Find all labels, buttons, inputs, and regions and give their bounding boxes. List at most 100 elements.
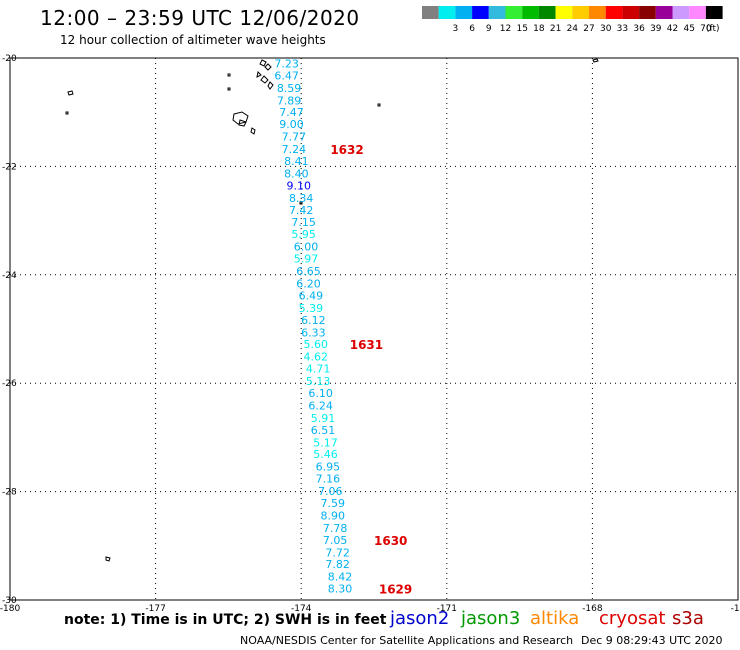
swh-value: 6.51	[311, 424, 336, 437]
x-tick-label: -177	[145, 604, 165, 614]
swh-value: 7.16	[316, 473, 341, 486]
footer-credit: NOAA/NESDIS Center for Satellite Applica…	[240, 634, 574, 647]
swh-value: 7.82	[325, 558, 350, 571]
swh-value: 6.20	[296, 277, 321, 290]
island-outline	[256, 59, 274, 90]
x-tick-label: -180	[0, 604, 20, 614]
legend-swatch	[605, 6, 623, 19]
legend-swatch-label: 3	[453, 24, 459, 34]
legend-swatch	[672, 6, 690, 19]
legend-swatch	[522, 6, 539, 19]
swh-value: 6.47	[274, 69, 299, 82]
swh-value: 7.47	[279, 106, 304, 119]
swh-value: 8.30	[328, 583, 353, 596]
legend-swatch-label: 18	[533, 24, 545, 34]
island-outlines	[65, 58, 599, 562]
x-tick-label: -174	[291, 604, 312, 614]
mission-label: s3a	[672, 608, 704, 629]
swh-value: 5.97	[294, 253, 319, 266]
legend-swatch	[455, 6, 473, 19]
swh-value: 7.24	[282, 143, 307, 156]
legend-swatch-label: 12	[500, 24, 511, 34]
swh-value: 7.23	[274, 57, 299, 70]
swh-value: 8.40	[284, 167, 309, 180]
swh-value: 6.12	[301, 314, 326, 327]
mission-label: jason2	[390, 608, 450, 629]
swh-value: 5.13	[306, 375, 331, 388]
legend-swatch-label: 36	[633, 24, 645, 34]
legend-swatch-label: 45	[683, 24, 694, 34]
legend-swatch	[589, 6, 606, 19]
swh-value: 5.46	[313, 448, 338, 461]
swh-value: 5.17	[313, 436, 338, 449]
swh-value: 7.89	[277, 94, 302, 107]
swh-value: 5.95	[291, 228, 316, 241]
pass-time-label: 1630	[374, 534, 407, 548]
legend-swatch	[622, 6, 640, 19]
swh-value: 8.59	[277, 82, 302, 95]
swh-value: 6.95	[316, 461, 341, 474]
legend-swatch	[505, 6, 523, 19]
swh-value: 6.24	[308, 399, 333, 412]
legend-swatch-label: 21	[550, 24, 561, 34]
island-outline	[105, 556, 111, 562]
legend-swatch-label: 30	[600, 24, 612, 34]
swh-value: 5.60	[304, 338, 329, 351]
footer-note: note: 1) Time is in UTC; 2) SWH is in fe…	[64, 612, 387, 628]
y-tick-label: -20	[2, 54, 17, 64]
swh-value: 7.72	[325, 546, 350, 559]
island-outline	[65, 73, 381, 205]
mission-label: cryosat	[599, 608, 666, 629]
pass-time-label: 1629	[379, 583, 412, 597]
legend-unit: (ft)	[706, 24, 720, 34]
swh-value: 7.59	[320, 497, 345, 510]
legend-swatch-label: 70	[700, 24, 712, 34]
legend-swatch-label: 39	[650, 24, 662, 34]
x-tick-label: -168	[582, 604, 603, 614]
legend-swatch	[572, 6, 589, 19]
plot-frame	[9, 57, 739, 601]
legend-swatch	[472, 6, 489, 19]
swh-value: 7.15	[291, 216, 316, 229]
swh-value: 8.42	[328, 571, 353, 584]
swh-value: 4.71	[306, 363, 331, 376]
mission-label: altika	[530, 608, 580, 629]
swh-value: 9.10	[287, 179, 312, 192]
legend-swatch-label: 42	[667, 24, 678, 34]
swh-value: 7.42	[289, 204, 314, 217]
legend-swatch-label: 33	[617, 24, 628, 34]
legend-swatch-label: 27	[583, 24, 594, 34]
island-outline	[592, 58, 599, 63]
island-outline	[250, 127, 256, 135]
island-outline	[232, 111, 249, 127]
legend-swatch	[689, 6, 706, 19]
mission-label: jason3	[461, 608, 521, 629]
swh-value: 8.34	[289, 192, 314, 205]
pass-time-label: 1631	[350, 338, 383, 352]
legend-swatch-label: 24	[567, 24, 579, 34]
swh-value: 6.10	[308, 387, 333, 400]
x-tick-label: -171	[437, 604, 457, 614]
legend-swatch	[555, 6, 573, 19]
legend-swatch	[488, 6, 506, 19]
swh-value: 6.49	[299, 289, 324, 302]
legend-swatch-label: 15	[516, 24, 527, 34]
legend-swatch	[538, 6, 556, 19]
swh-value: 6.33	[301, 326, 326, 339]
y-tick-label: -26	[2, 379, 17, 389]
axis-ticks: -180 -177 -174 -171 -168 -16 -20 -22 -24 -26 -28 -3…	[0, 54, 740, 614]
y-tick-label: -22	[2, 162, 17, 172]
legend-swatch	[438, 6, 456, 19]
swh-values: 7.236.478.597.897.479.007.777.248.418.40…	[274, 57, 352, 595]
legend-swatch-label: 6	[469, 24, 475, 34]
page-subtitle: 12 hour collection of altimeter wave hei…	[60, 33, 326, 47]
x-tick-label: -16	[731, 604, 740, 614]
island-outline	[67, 90, 74, 96]
legend-swatch	[422, 6, 439, 19]
swh-value: 7.05	[323, 534, 348, 547]
swh-value: 7.06	[318, 485, 343, 498]
swh-value: 5.91	[311, 412, 336, 425]
swh-value: 6.00	[294, 241, 319, 254]
y-tick-label: -24	[2, 271, 17, 281]
